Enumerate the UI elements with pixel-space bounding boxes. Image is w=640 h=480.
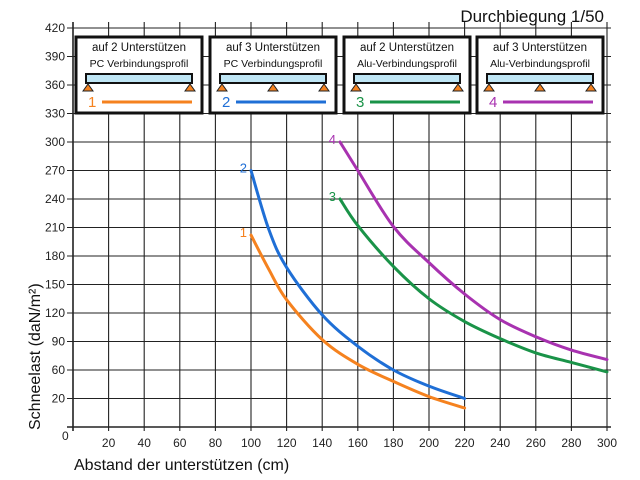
y-tick-label: 210 xyxy=(45,221,65,235)
x-tick-label: 240 xyxy=(490,436,510,450)
y-tick-label: 360 xyxy=(45,78,65,92)
legend-title: auf 2 Unterstützen xyxy=(92,42,186,54)
support-triangle-icon xyxy=(216,83,228,92)
y-tick-label: 300 xyxy=(45,135,65,149)
support-triangle-icon xyxy=(452,83,464,92)
y-axis-label: Schneelast (daN/m²) xyxy=(27,283,44,430)
beam-icon xyxy=(219,73,327,84)
x-tick-label: 300 xyxy=(597,436,617,450)
series-curves: 1 2 3 4 xyxy=(240,132,609,410)
y-tick-label: 330 xyxy=(45,107,65,121)
x-tick-label: 80 xyxy=(209,436,223,450)
legend-title: auf 3 Unterstützen xyxy=(493,42,587,54)
legend-number: 1 xyxy=(88,94,96,111)
legend-number: 4 xyxy=(489,94,497,111)
support-triangle-icon xyxy=(585,83,597,92)
support-triangle-icon xyxy=(318,83,330,92)
support-triangle-icon xyxy=(534,83,546,92)
legend-number: 2 xyxy=(222,94,230,111)
x-tick-label: 20 xyxy=(102,436,116,450)
series-4-label: 4 xyxy=(329,132,336,147)
support-triangle-icon xyxy=(184,83,196,92)
x-tick-label: 260 xyxy=(526,436,546,450)
support-triangle-icon xyxy=(267,83,279,92)
y-tick-label: 180 xyxy=(45,249,65,263)
x-tick-label: 40 xyxy=(138,436,152,450)
legend-title: auf 3 Unterstützen xyxy=(226,42,320,54)
x-tick-label: 100 xyxy=(241,436,261,450)
beam-icon xyxy=(85,73,193,84)
x-tick-label: 200 xyxy=(419,436,439,450)
legend-box-4: auf 3 Unterstützen Alu-Verbindungsprofil 4 xyxy=(475,35,605,115)
y-tick-label: 270 xyxy=(45,164,65,178)
legend-box-2: auf 3 Unterstützen PC Verbindungsprofil 2 xyxy=(208,35,338,115)
y-tick-label: 60 xyxy=(52,363,66,377)
x-tick-label: 140 xyxy=(312,436,332,450)
x-tick-label: 280 xyxy=(561,436,581,450)
series-1-curve xyxy=(249,233,467,410)
y-tick-label: 240 xyxy=(45,192,65,206)
x-tick-label: 60 xyxy=(173,436,187,450)
origin-label: 0 xyxy=(62,429,69,443)
series-2-curve xyxy=(249,169,467,400)
chart-title: Durchbiegung 1/50 xyxy=(460,7,604,26)
legend-box-1: auf 2 Unterstützen PC Verbindungsprofil 1 xyxy=(74,35,204,115)
y-tick-label: 120 xyxy=(45,306,65,320)
y-tick-label: 420 xyxy=(45,21,65,35)
y-tick-label: 150 xyxy=(45,278,65,292)
support-triangle-icon xyxy=(350,83,362,92)
support-triangle-icon xyxy=(82,83,94,92)
series-2-label: 2 xyxy=(240,161,247,176)
series-3-label: 3 xyxy=(329,189,336,204)
x-tick-label: 180 xyxy=(383,436,403,450)
legend-subtitle: PC Verbindungsprofil xyxy=(90,58,189,70)
x-tick-label: 160 xyxy=(348,436,368,450)
x-tick-label: 120 xyxy=(277,436,297,450)
beam-icon xyxy=(353,73,461,84)
legend-subtitle: PC Verbindungsprofil xyxy=(224,58,323,70)
legend-title: auf 2 Unterstützen xyxy=(360,42,454,54)
beam-icon xyxy=(486,73,594,84)
y-tick-label: 90 xyxy=(52,335,66,349)
x-axis-label: Abstand der unterstützen (cm) xyxy=(74,457,289,474)
series-4-curve xyxy=(338,140,609,362)
y-tick-label: 390 xyxy=(45,50,65,64)
support-triangle-icon xyxy=(483,83,495,92)
y-tick-label: 20 xyxy=(52,392,66,406)
tick-labels: 20 40 60 80 100 120 140 160 180 200 220 240 260 280 30… xyxy=(45,21,617,450)
legend-number: 3 xyxy=(356,94,364,111)
legend-box-3: auf 2 Unterstützen Alu-Verbindungsprofil 3 xyxy=(342,35,472,115)
series-1-label: 1 xyxy=(240,225,247,240)
series-3-curve xyxy=(338,197,609,374)
legend-subtitle: Alu-Verbindungsprofil xyxy=(357,58,457,70)
x-tick-label: 220 xyxy=(455,436,475,450)
legend-subtitle: Alu-Verbindungsprofil xyxy=(490,58,590,70)
